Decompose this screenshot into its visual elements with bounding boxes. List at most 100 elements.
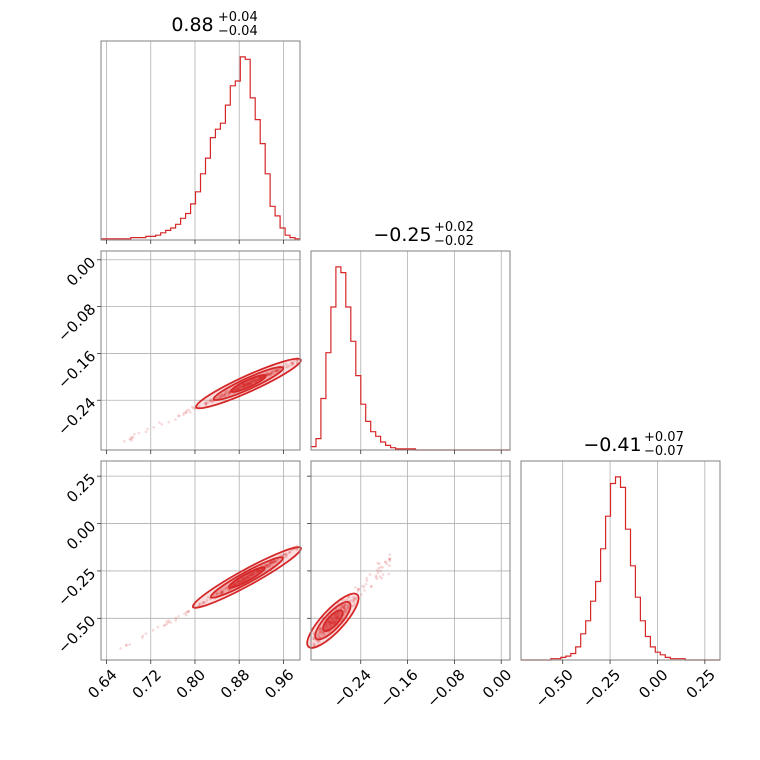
- contour-line: [212, 366, 285, 401]
- scatter-point: [288, 550, 292, 554]
- scatter-point: [346, 595, 350, 599]
- contour-line: [230, 374, 267, 393]
- scatter-point: [388, 558, 391, 561]
- scatter-point: [182, 411, 186, 415]
- scatter-point: [280, 554, 284, 557]
- scatter-point: [291, 361, 295, 365]
- scatter-point: [227, 391, 230, 395]
- scatter-point: [343, 605, 346, 609]
- scatter-point: [144, 632, 148, 635]
- scatter-point: [290, 361, 293, 364]
- scatter-point: [319, 632, 323, 635]
- scatter-point: [342, 604, 346, 608]
- scatter-point: [282, 553, 286, 556]
- histogram-step: [521, 476, 720, 661]
- scatter-point: [266, 373, 270, 377]
- contour-fill: [231, 374, 266, 393]
- scatter-point: [342, 606, 346, 610]
- panel-r2-c1: [306, 460, 511, 664]
- scatter-point: [273, 369, 276, 373]
- scatter-point: [187, 408, 191, 412]
- scatter-point: [295, 358, 299, 362]
- scatter-point: [317, 632, 321, 636]
- scatter-point: [156, 625, 160, 629]
- axes-frame: [520, 460, 721, 661]
- scatter-point: [272, 372, 276, 375]
- scatter-point: [265, 564, 269, 568]
- scatter-point: [162, 624, 166, 628]
- scatter-point: [222, 394, 226, 398]
- scatter-point: [370, 585, 373, 588]
- x-tick-label: −0.08: [423, 666, 468, 711]
- scatter-point: [220, 395, 223, 399]
- x-tick-label: 0.00: [479, 666, 515, 702]
- scatter-point: [224, 393, 227, 397]
- scatter-point: [130, 438, 133, 442]
- scatter-point: [202, 601, 205, 604]
- scatter-point: [376, 569, 379, 572]
- scatter-point: [167, 420, 171, 424]
- scatter-point: [225, 390, 229, 394]
- scatter-point: [128, 438, 131, 441]
- scatter-point: [318, 626, 322, 630]
- scatter-point: [269, 561, 273, 565]
- scatter-point: [354, 586, 357, 589]
- scatter-point: [185, 411, 188, 414]
- scatter-point: [312, 637, 316, 641]
- scatter-point: [269, 372, 272, 375]
- scatter-point: [274, 369, 277, 372]
- scatter-point: [218, 396, 221, 400]
- contour-fill: [228, 567, 265, 588]
- scatter-point: [387, 572, 391, 576]
- scatter-point: [221, 589, 225, 593]
- scatter-point: [344, 603, 347, 607]
- scatter-point: [293, 359, 296, 362]
- scatter-point: [167, 621, 170, 624]
- contour-line: [195, 357, 302, 410]
- scatter-point: [202, 600, 205, 604]
- scatter-point: [223, 587, 226, 591]
- scatter-point: [274, 560, 278, 563]
- scatter-point: [319, 628, 323, 631]
- scatter-point: [217, 394, 221, 398]
- scatter-point: [206, 401, 210, 404]
- scatter-point: [266, 373, 270, 376]
- scatter-point: [352, 596, 356, 599]
- scatter-point: [316, 640, 319, 643]
- panel-title-lower: −0.04: [218, 24, 258, 39]
- scatter-point: [186, 610, 189, 613]
- scatter-point: [354, 596, 357, 600]
- scatter-point: [184, 611, 188, 614]
- scatter-point: [321, 630, 324, 634]
- scatter-point: [343, 607, 346, 611]
- scatter-point: [312, 637, 316, 641]
- scatter-point: [185, 613, 188, 617]
- scatter-point: [268, 564, 272, 568]
- scatter-point: [123, 439, 126, 443]
- scatter-point: [284, 555, 288, 559]
- scatter-point: [129, 437, 133, 440]
- panel-r2-c2: [520, 460, 721, 664]
- scatter-point: [204, 401, 208, 405]
- scatter-point: [274, 370, 277, 374]
- scatter-point: [141, 636, 144, 639]
- scatter-point: [341, 605, 345, 609]
- scatter-point: [290, 363, 294, 367]
- scatter-point: [204, 403, 208, 407]
- scatter-point: [187, 609, 191, 613]
- scatter-point: [346, 607, 350, 610]
- scatter-point: [268, 373, 271, 376]
- panel-r2-c0: [97, 460, 302, 664]
- panel-title-lower: −0.02: [434, 234, 474, 249]
- scatter-point: [356, 588, 360, 592]
- scatter-point: [265, 565, 269, 569]
- scatter-point: [378, 575, 382, 578]
- scatter-point: [272, 560, 276, 563]
- scatter-point: [322, 631, 325, 634]
- scatter-point: [174, 616, 178, 620]
- scatter-point: [205, 599, 209, 602]
- scatter-point: [288, 364, 292, 367]
- scatter-point: [361, 584, 365, 588]
- scatter-point: [271, 370, 275, 373]
- scatter-point: [312, 644, 316, 648]
